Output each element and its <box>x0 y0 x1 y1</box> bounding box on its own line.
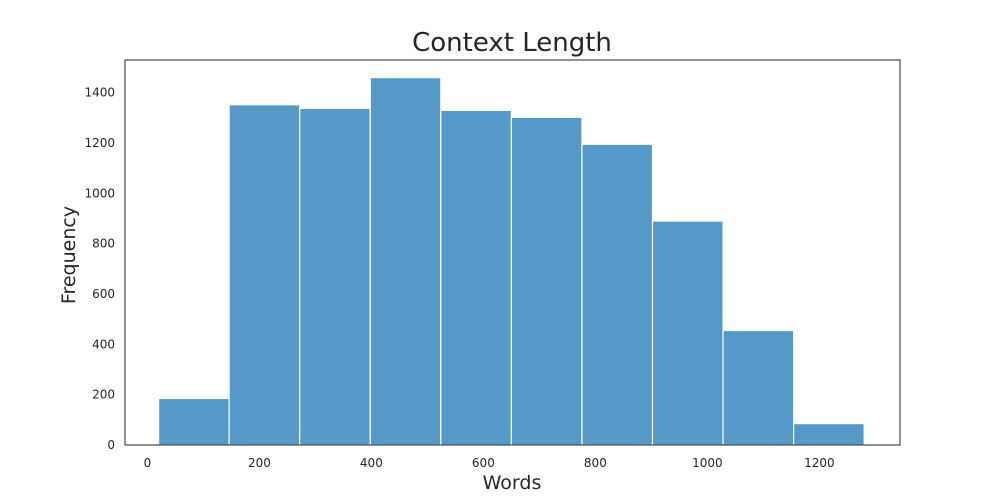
y-tick-label: 400 <box>92 337 115 351</box>
y-axis-ticks: 0 200 400 600 800 1000 1200 1400 <box>84 86 115 452</box>
histogram-bar-8 <box>651 220 724 446</box>
histogram-bar-1 <box>157 397 230 446</box>
y-tick-label: 600 <box>92 287 115 301</box>
y-tick-label: 200 <box>92 388 115 402</box>
y-tick-label: 0 <box>107 438 115 452</box>
histogram-bar-6 <box>510 116 583 446</box>
x-axis-title: Words <box>483 472 542 494</box>
bars-group <box>157 77 865 446</box>
x-tick-label: 800 <box>584 456 607 470</box>
x-tick-label: 1000 <box>692 456 723 470</box>
histogram-bar-10 <box>793 423 865 446</box>
histogram-bar-7 <box>581 143 654 446</box>
x-tick-label: 600 <box>472 456 495 470</box>
histogram-bar-2 <box>228 104 301 446</box>
x-axis-ticks: 0 200 400 600 800 1000 1200 <box>144 456 835 470</box>
y-tick-label: 1400 <box>84 86 115 100</box>
y-tick-label: 1200 <box>84 136 115 150</box>
y-tick-label: 1000 <box>84 186 115 200</box>
x-tick-label: 200 <box>248 456 271 470</box>
y-tick-label: 800 <box>92 237 115 251</box>
histogram-bar-5 <box>440 109 512 446</box>
plot-frame <box>124 59 901 446</box>
chart-title: Context Length <box>412 28 612 58</box>
histogram-bar-4 <box>369 77 442 446</box>
histogram-bar-3 <box>299 107 371 446</box>
y-axis-title: Frequency <box>58 206 80 304</box>
x-tick-label: 1200 <box>804 456 835 470</box>
x-tick-label: 0 <box>144 456 152 470</box>
x-tick-label: 400 <box>360 456 383 470</box>
histogram-bar-9 <box>722 329 795 446</box>
